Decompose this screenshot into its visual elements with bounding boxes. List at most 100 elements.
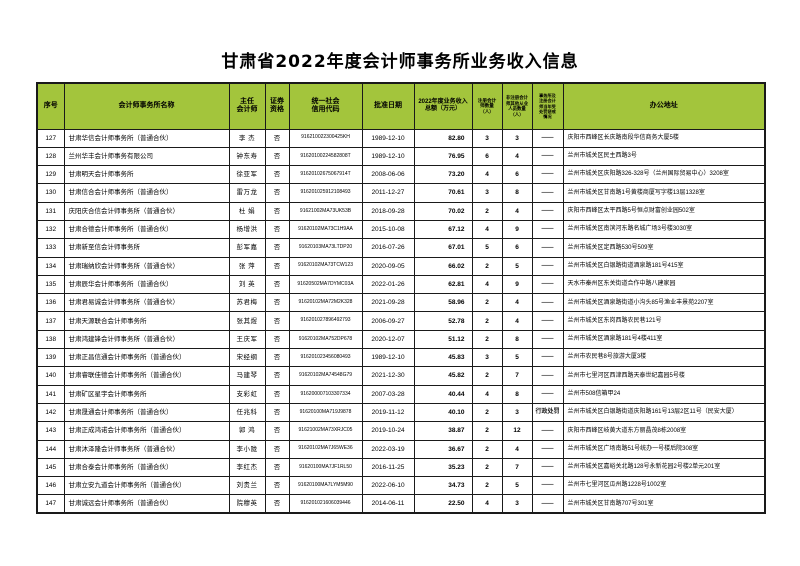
col-firm-name-cell: 兰州华丰会计师事务有限公司 [63, 146, 230, 167]
col-address-cell: 庆阳市西峰区岐黄大道东方丽晶茂8栋2008室 [562, 421, 766, 441]
col-cpa-count-header: 注册会计 师数量 （人） [471, 82, 503, 130]
col-credit-code-cell: 91620100MA7LYM5M90 [288, 476, 363, 496]
col-cpa-count-cell: 4 [471, 274, 503, 295]
col-approval-date-cell: 2022-01-26 [361, 274, 415, 295]
col-credit-code-cell: 91620102MA74548G79 [288, 366, 363, 386]
col-credit-code-cell: 916201027896492793 [288, 311, 363, 331]
col-securities-qualification-cell: 否 [264, 293, 290, 313]
col-cpa-count-cell: 2 [471, 439, 503, 459]
col-credit-code-cell: 91620502MA7DYMC03A [288, 274, 363, 295]
col-seq-cell: 129 [36, 165, 65, 185]
table-row: 139 甘肃正昌信通会计师事务所（普通合伙） 宋经纲否 916201023456080… [36, 348, 766, 368]
col-securities-qualification-header: 证券 资格 [264, 82, 290, 130]
col-firm-name-cell: 庆阳庆合信会计师事务所（普通合伙） [63, 201, 230, 221]
col-approval-date-cell: 2014-06-11 [361, 494, 415, 514]
col-cpa-count-cell: 2 [471, 201, 503, 221]
col-revenue-cell: 51.12 [413, 329, 473, 350]
col-other-staff-count-cell: 4 [501, 293, 533, 313]
col-chief-accountant-cell: 刘 英 [228, 274, 266, 295]
table-row: 138 甘肃鸿建锋会计师事务所（普通合伙） 王庆军否 91620102MA752DP6… [36, 329, 766, 350]
col-seq-cell: 132 [36, 219, 65, 240]
col-chief-accountant-cell: 徐亚军 [228, 165, 266, 185]
col-approval-date-cell: 2022-03-19 [361, 439, 415, 459]
table-row: 130 甘肃信合会计师事务所（普通合伙） 雷万龙否 91620102591210849… [36, 183, 766, 203]
col-cpa-count-cell: 2 [471, 402, 503, 423]
col-penalty-cell: —— [531, 384, 564, 404]
col-securities-qualification-cell: 否 [264, 238, 290, 258]
col-cpa-count-cell: 6 [471, 146, 503, 167]
col-penalty-cell: —— [531, 494, 564, 514]
col-address-cell: 兰州市农民巷8号旅游大厦3楼 [562, 348, 766, 368]
col-approval-date-cell: 1989-12-10 [361, 348, 415, 368]
col-other-staff-count-cell: 7 [501, 366, 533, 386]
col-approval-date-cell: 2019-11-12 [361, 402, 415, 423]
col-approval-date-cell: 2016-11-25 [361, 457, 415, 478]
col-chief-accountant-cell: 杨增洪 [228, 219, 266, 240]
col-chief-accountant-cell: 李 杰 [228, 128, 266, 148]
col-seq-cell: 128 [36, 146, 65, 167]
col-seq-cell: 143 [36, 421, 65, 441]
col-seq-cell: 134 [36, 256, 65, 276]
col-approval-date-cell: 2020-09-05 [361, 256, 415, 276]
table-row: 145 甘肃合泰会计师事务所（普通合伙） 李红杰否 91620100MA7JF1RL5… [36, 457, 766, 478]
col-approval-date-header: 批准日期 [361, 82, 415, 130]
col-chief-accountant-cell: 王庆军 [228, 329, 266, 350]
table-row: 134 甘肃瑞纳欣会计师事务所（普通合伙）张 萍否 91620102MA73TCW1… [36, 256, 766, 276]
col-address-cell: 兰州市城关区嘉峪关北路128号永新花园2号楼2单元201室 [562, 457, 766, 478]
col-chief-accountant-cell: 宋经纲 [228, 348, 266, 368]
col-address-cell: 兰州市城关区甘南路1号黄楼商厦写字楼13层1328室 [562, 183, 766, 203]
col-revenue-cell: 70.02 [413, 201, 473, 221]
col-penalty-cell: —— [531, 165, 564, 185]
col-other-staff-count-cell: 3 [501, 128, 533, 148]
col-cpa-count-cell: 5 [471, 238, 503, 258]
col-credit-code-cell: 91620102MA73C1H9AA [288, 219, 363, 240]
col-firm-name-cell: 甘肃正成鸿诺会计师事务所（普通合伙） [63, 421, 230, 441]
col-approval-date-cell: 2021-09-28 [361, 293, 415, 313]
col-chief-accountant-cell: 刘贵兰 [228, 476, 266, 496]
col-penalty-cell: —— [531, 274, 564, 295]
col-credit-code-cell: 91620102MA73TCW123 [288, 256, 363, 276]
col-securities-qualification-cell: 否 [264, 476, 290, 496]
col-revenue-cell: 45.82 [413, 366, 473, 386]
col-firm-name-cell: 甘肃沐泽隆会计师事务所（普通合伙） [63, 439, 230, 459]
col-firm-name-cell: 甘肃华信会计师事务所（普通合伙） [63, 128, 230, 148]
col-other-staff-count-cell: 4 [501, 439, 533, 459]
col-securities-qualification-cell: 否 [264, 402, 290, 423]
col-revenue-cell: 22.50 [413, 494, 473, 514]
col-credit-code-cell: 91620100MA719J9878 [288, 402, 363, 423]
col-credit-code-cell: 916201021606039446 [288, 494, 363, 514]
col-cpa-count-cell: 4 [471, 384, 503, 404]
col-cpa-count-cell: 4 [471, 165, 503, 185]
col-cpa-count-cell: 2 [471, 366, 503, 386]
table-row: 132 甘肃合德会计师事务所（普通合伙） 杨增洪否 91620102MA73C1H9A… [36, 219, 766, 240]
col-penalty-cell: —— [531, 439, 564, 459]
col-address-cell: 兰州市城关区白银路街道庆阳路161号13层2区11号（民安大厦） [562, 402, 766, 423]
col-chief-accountant-header: 主任 会计师 [228, 82, 266, 130]
col-cpa-count-cell: 2 [471, 311, 503, 331]
col-cpa-count-cell: 2 [471, 329, 503, 350]
col-firm-name-cell: 甘肃明天会计师事务所 [63, 165, 230, 185]
col-chief-accountant-cell: 李小陇 [228, 439, 266, 459]
col-penalty-cell: —— [531, 128, 564, 148]
col-address-cell: 兰州市城关区东岗西路农民巷121号 [562, 311, 766, 331]
col-credit-code-cell: 91620102675067914T [288, 165, 363, 185]
col-cpa-count-cell: 4 [471, 219, 503, 240]
col-firm-name-cell: 甘肃矿区星宇会计师事务所 [63, 384, 230, 404]
col-other-staff-count-cell: 6 [501, 238, 533, 258]
col-revenue-cell: 67.01 [413, 238, 473, 258]
col-firm-name-cell: 甘肃鸿建锋会计师事务所（普通合伙） [63, 329, 230, 350]
col-penalty-cell: —— [531, 183, 564, 203]
col-credit-code-cell: 91621002MA73XRJC05 [288, 421, 363, 441]
col-credit-code-cell: 91620103MA73LTDP20 [288, 238, 363, 258]
col-approval-date-cell: 2006-09-27 [361, 311, 415, 331]
col-address-cell: 兰州市城关区白银路街道酒泉路181号415室 [562, 256, 766, 276]
col-approval-date-cell: 2022-06-10 [361, 476, 415, 496]
col-other-staff-count-cell: 6 [501, 165, 533, 185]
col-seq-cell: 147 [36, 494, 65, 514]
table-row: 136 甘肃君易诚会计师事务所（普通合伙） 苏君梅否 91620102MA72M2K3… [36, 293, 766, 313]
col-credit-code-cell: 916200007103307334 [288, 384, 363, 404]
col-credit-code-cell: 916201023456080493 [288, 348, 363, 368]
col-seq-cell: 137 [36, 311, 65, 331]
col-approval-date-cell: 2021-12-30 [361, 366, 415, 386]
col-chief-accountant-cell: 郭 鸿 [228, 421, 266, 441]
